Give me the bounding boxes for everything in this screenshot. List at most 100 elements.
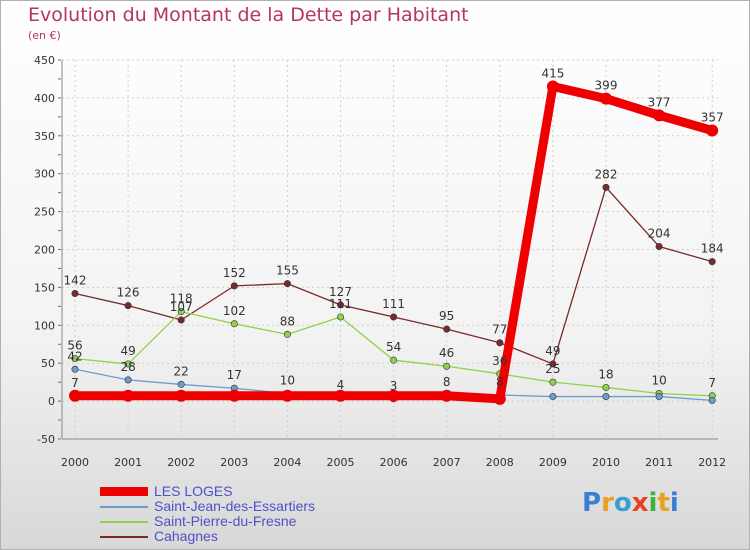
data-point bbox=[228, 389, 241, 402]
data-label: 142 bbox=[64, 273, 87, 287]
legend-label: Saint-Pierre-du-Fresne bbox=[154, 513, 297, 529]
data-label: 54 bbox=[386, 340, 401, 354]
data-point bbox=[281, 389, 294, 402]
x-tick-label: 2004 bbox=[273, 456, 301, 469]
y-tick-label: 0 bbox=[48, 395, 55, 408]
data-label: 204 bbox=[648, 226, 671, 240]
data-label: 8 bbox=[496, 375, 504, 389]
data-point bbox=[124, 302, 132, 310]
data-point bbox=[708, 258, 716, 266]
data-label: 377 bbox=[648, 95, 671, 109]
y-tick-label: 200 bbox=[34, 244, 55, 257]
data-label: 357 bbox=[701, 110, 724, 124]
data-point bbox=[390, 356, 398, 364]
x-tick-label: 2012 bbox=[698, 456, 726, 469]
data-point bbox=[69, 389, 81, 402]
x-tick-label: 2001 bbox=[114, 456, 142, 469]
x-tick-label: 2005 bbox=[327, 456, 355, 469]
data-label: 415 bbox=[541, 67, 564, 81]
data-label: 155 bbox=[276, 264, 299, 278]
legend-label: Cahagnes bbox=[154, 528, 218, 544]
data-point bbox=[602, 183, 610, 191]
y-tick-label: 150 bbox=[34, 281, 55, 294]
data-label: 77 bbox=[492, 323, 507, 337]
data-label: 8 bbox=[443, 375, 451, 389]
data-label: 399 bbox=[595, 79, 618, 93]
x-tick-label: 2002 bbox=[167, 456, 195, 469]
y-tick-label: 400 bbox=[34, 92, 55, 105]
data-point bbox=[706, 124, 719, 137]
data-label: 95 bbox=[439, 309, 454, 323]
y-tick-label: 450 bbox=[34, 54, 55, 67]
chart-subtitle: (en €) bbox=[28, 29, 61, 42]
data-point bbox=[177, 380, 185, 388]
data-label: 3 bbox=[390, 379, 398, 393]
data-label: 111 bbox=[329, 297, 352, 311]
data-label: 107 bbox=[170, 300, 193, 314]
y-tick-label: 250 bbox=[34, 206, 55, 219]
data-point bbox=[600, 92, 612, 105]
data-point bbox=[230, 282, 238, 290]
legend: LES LOGES Saint-Jean-des-Essartiers Saint-… bbox=[100, 484, 315, 544]
data-point bbox=[708, 396, 716, 404]
y-tick-label: -50 bbox=[37, 433, 55, 446]
y-tick-label: 50 bbox=[41, 357, 55, 370]
data-label: 118 bbox=[170, 292, 193, 306]
data-point bbox=[440, 389, 453, 402]
data-label: 7 bbox=[708, 376, 716, 390]
data-point bbox=[493, 392, 506, 405]
legend-swatch bbox=[100, 505, 148, 508]
data-label: 88 bbox=[280, 314, 295, 328]
data-label: 126 bbox=[117, 286, 140, 300]
data-point bbox=[390, 313, 398, 321]
data-point bbox=[443, 325, 451, 333]
data-label: 282 bbox=[595, 167, 618, 181]
x-tick-label: 2008 bbox=[486, 456, 514, 469]
data-point bbox=[602, 383, 610, 391]
y-tick-label: 300 bbox=[34, 168, 55, 181]
data-point bbox=[387, 389, 400, 402]
data-label: 49 bbox=[545, 344, 560, 358]
data-point bbox=[496, 339, 504, 347]
data-label: 18 bbox=[598, 367, 613, 381]
data-point bbox=[230, 320, 238, 328]
data-label: 49 bbox=[120, 344, 135, 358]
data-label: 10 bbox=[651, 374, 666, 388]
legend-item: LES LOGES bbox=[100, 484, 315, 499]
data-point bbox=[549, 360, 557, 368]
x-tick-label: 2007 bbox=[433, 456, 461, 469]
data-point bbox=[334, 389, 347, 402]
data-label: 7 bbox=[71, 376, 79, 390]
data-point bbox=[283, 280, 291, 288]
data-point bbox=[336, 301, 344, 309]
data-label: 36 bbox=[492, 354, 507, 368]
data-point bbox=[71, 289, 79, 297]
data-point bbox=[336, 313, 344, 321]
data-point bbox=[122, 389, 135, 402]
data-point bbox=[175, 389, 188, 402]
data-point bbox=[653, 109, 666, 122]
y-tick-label: 100 bbox=[34, 319, 55, 332]
legend-label: LES LOGES bbox=[154, 483, 233, 499]
legend-item: Saint-Pierre-du-Fresne bbox=[100, 514, 315, 529]
data-point bbox=[71, 355, 79, 363]
data-label: 28 bbox=[120, 360, 135, 374]
data-label: 152 bbox=[223, 266, 246, 280]
x-tick-label: 2009 bbox=[539, 456, 567, 469]
x-tick-label: 2003 bbox=[220, 456, 248, 469]
data-label: 22 bbox=[174, 364, 189, 378]
data-label: 127 bbox=[329, 285, 352, 299]
data-point bbox=[655, 393, 663, 401]
legend-swatch bbox=[100, 535, 148, 538]
data-point bbox=[177, 308, 185, 316]
data-label: 10 bbox=[280, 374, 295, 388]
legend-item: Cahagnes bbox=[100, 529, 315, 544]
proxiti-logo: Proxiti bbox=[582, 488, 679, 518]
x-tick-label: 2006 bbox=[380, 456, 408, 469]
x-tick-label: 2011 bbox=[645, 456, 673, 469]
data-point bbox=[549, 378, 557, 386]
data-label: 25 bbox=[545, 362, 560, 376]
data-label: 42 bbox=[67, 349, 82, 363]
